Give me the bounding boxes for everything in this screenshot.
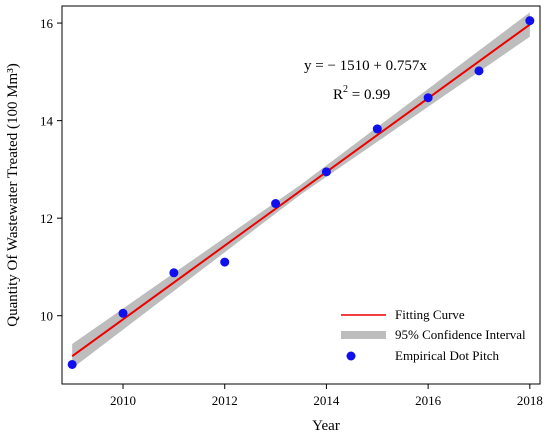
- y-tick-label-16: 16: [40, 16, 54, 31]
- x-axis-title: Year: [312, 418, 340, 434]
- r-squared-value: = 0.99: [348, 87, 390, 103]
- data-point-2015: [372, 124, 382, 134]
- y-tick-label-14: 14: [40, 114, 54, 129]
- regression-equation: y = − 1510 + 0.757x: [304, 58, 427, 74]
- data-point-2009: [67, 359, 77, 369]
- data-point-2016: [423, 93, 433, 103]
- y-axis-title: Quantity Of Wastewater Treated (100 Mm³): [5, 63, 21, 326]
- data-point-2010: [118, 308, 128, 318]
- data-point-2013: [271, 199, 281, 209]
- r-squared-prefix: R: [333, 87, 343, 103]
- legend-fitting-curve-label: Fitting Curve: [395, 307, 465, 322]
- plot-frame: [61, 5, 541, 385]
- x-tick-label-2014: 2014: [313, 393, 340, 408]
- data-point-2017: [474, 66, 484, 76]
- x-tick-label-2012: 2012: [212, 393, 238, 408]
- legend-empirical-point-swatch: [346, 351, 356, 361]
- fitting-curve-line: [71, 23, 531, 358]
- y-axis-ticks: 10 12 14 16: [40, 16, 62, 324]
- legend: Fitting Curve 95% Confidence Interval Em…: [341, 307, 526, 363]
- r-squared-exponent: 2: [343, 84, 348, 95]
- data-point-2012: [220, 257, 230, 267]
- y-tick-label-10: 10: [40, 309, 53, 324]
- y-tick-label-12: 12: [40, 211, 53, 226]
- legend-empirical-points-label: Empirical Dot Pitch: [395, 348, 499, 363]
- data-point-2014: [321, 167, 331, 177]
- data-points-layer: [67, 16, 535, 369]
- r-squared-annotation: R2 = 0.99: [333, 84, 390, 103]
- legend-confidence-interval-swatch: [341, 331, 386, 339]
- data-point-2011: [169, 268, 179, 278]
- data-point-2018: [525, 16, 535, 26]
- legend-confidence-interval-label: 95% Confidence Interval: [395, 327, 526, 342]
- x-tick-label-2016: 2016: [415, 393, 442, 408]
- x-tick-label-2010: 2010: [110, 393, 136, 408]
- x-tick-label-2018: 2018: [517, 393, 543, 408]
- x-axis-ticks: 2010 2012 2014 2016 2018: [110, 384, 543, 408]
- fit-line-layer: [71, 23, 531, 358]
